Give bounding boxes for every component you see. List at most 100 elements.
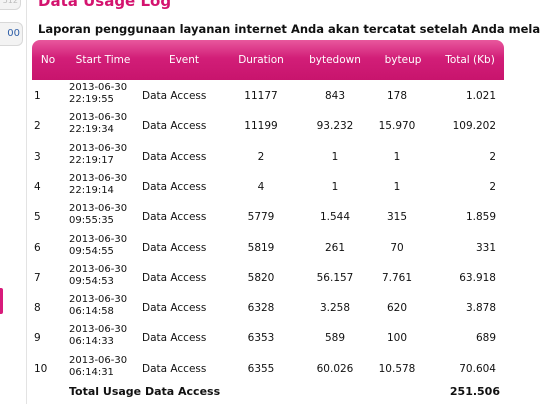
sidebar-divider bbox=[26, 0, 27, 404]
row-start-date: 2013-06-30 bbox=[69, 233, 128, 245]
row-bytedown: 60.026 bbox=[316, 362, 354, 375]
row-bytedown: 1 bbox=[331, 150, 339, 163]
row-start-clock: 06:14:33 bbox=[69, 336, 114, 348]
row-start-time: 2013-06-30 09:54:53 bbox=[69, 264, 127, 288]
column-header-byteup: byteup bbox=[384, 54, 422, 66]
table-row: 5 2013-06-30 09:55:35 Data Access 5779 1.544 3… bbox=[32, 202, 504, 232]
row-total: 1.021 bbox=[465, 90, 496, 102]
row-number: 9 bbox=[34, 332, 41, 345]
row-start-clock: 09:55:35 bbox=[69, 215, 114, 227]
row-start-time: 2013-06-30 22:19:55 bbox=[69, 82, 127, 106]
sidebar-fragment-mid[interactable]: 00 bbox=[0, 22, 23, 46]
row-start-clock: 09:54:55 bbox=[69, 245, 114, 257]
column-header-bytedown: bytedown bbox=[309, 54, 361, 66]
row-event: Data Access bbox=[142, 180, 207, 193]
row-number: 10 bbox=[34, 362, 48, 375]
row-duration: 6328 bbox=[247, 302, 275, 315]
sidebar-fragment-top-text: 512 bbox=[2, 0, 18, 5]
row-bytedown: 1.544 bbox=[319, 211, 351, 224]
row-bytedown: 261 bbox=[324, 241, 346, 254]
row-total: 689 bbox=[475, 332, 496, 345]
row-total: 70.604 bbox=[459, 362, 496, 375]
row-event: Data Access bbox=[142, 120, 207, 133]
table-row: 2 2013-06-30 22:19:34 Data Access 11199 93.23… bbox=[32, 111, 504, 141]
table-row: 4 2013-06-30 22:19:14 Data Access 4 1 1 2 bbox=[32, 172, 504, 202]
table-row: 6 2013-06-30 09:54:55 Data Access 5819 261 70 3… bbox=[32, 233, 504, 263]
row-start-date: 2013-06-30 bbox=[69, 142, 128, 154]
row-start-clock: 22:19:17 bbox=[69, 154, 114, 166]
row-bytedown: 1 bbox=[331, 180, 339, 193]
row-duration: 4 bbox=[257, 180, 265, 193]
row-start-time: 2013-06-30 22:19:17 bbox=[69, 143, 127, 167]
intro-text: Laporan penggunaan layanan internet Anda… bbox=[38, 22, 540, 36]
row-event: Data Access bbox=[142, 241, 207, 254]
row-event: Data Access bbox=[142, 302, 207, 315]
row-event: Data Access bbox=[142, 332, 207, 345]
row-total: 2 bbox=[489, 150, 496, 163]
row-duration: 5819 bbox=[247, 241, 275, 254]
row-duration: 6355 bbox=[247, 362, 275, 375]
row-byteup: 178 bbox=[386, 90, 408, 102]
page-title: Data Usage Log bbox=[38, 0, 172, 10]
table-row: 3 2013-06-30 22:19:17 Data Access 2 1 1 2 bbox=[32, 142, 504, 172]
row-start-date: 2013-06-30 bbox=[69, 112, 128, 124]
row-number: 2 bbox=[34, 120, 41, 133]
row-start-time: 2013-06-30 09:55:35 bbox=[69, 203, 127, 227]
row-start-clock: 22:19:14 bbox=[69, 184, 114, 196]
row-start-time: 2013-06-30 22:19:34 bbox=[69, 112, 127, 136]
row-duration: 6353 bbox=[247, 332, 275, 345]
row-start-clock: 22:19:55 bbox=[69, 94, 114, 105]
row-duration: 2 bbox=[257, 150, 265, 163]
row-start-date: 2013-06-30 bbox=[69, 82, 128, 93]
row-start-time: 2013-06-30 22:19:14 bbox=[69, 173, 127, 197]
sidebar-active-indicator bbox=[0, 288, 3, 314]
row-start-clock: 09:54:53 bbox=[69, 275, 114, 287]
row-event: Data Access bbox=[142, 150, 207, 163]
row-start-clock: 06:14:31 bbox=[69, 366, 114, 378]
row-byteup: 620 bbox=[386, 302, 408, 315]
row-start-time: 2013-06-30 06:14:33 bbox=[69, 324, 127, 348]
row-number: 6 bbox=[34, 241, 41, 254]
row-start-clock: 06:14:58 bbox=[69, 306, 114, 318]
row-bytedown: 93.232 bbox=[316, 120, 354, 133]
row-event: Data Access bbox=[142, 362, 207, 375]
row-byteup: 7.761 bbox=[381, 271, 413, 284]
sidebar-fragment-mid-text: 00 bbox=[7, 28, 20, 39]
row-total: 3.878 bbox=[465, 302, 496, 315]
row-event: Data Access bbox=[142, 90, 207, 102]
row-number: 1 bbox=[34, 90, 41, 102]
table-row: 8 2013-06-30 06:14:58 Data Access 6328 3.258 6… bbox=[32, 293, 504, 323]
row-bytedown: 3.258 bbox=[319, 302, 351, 315]
row-duration: 5820 bbox=[247, 271, 275, 284]
row-byteup: 100 bbox=[386, 332, 408, 345]
row-total: 1.859 bbox=[465, 211, 496, 224]
row-bytedown: 589 bbox=[324, 332, 346, 345]
row-duration: 11177 bbox=[244, 90, 278, 102]
row-start-date: 2013-06-30 bbox=[69, 294, 128, 306]
row-duration: 5779 bbox=[247, 211, 275, 224]
column-header-duration: Duration bbox=[238, 54, 284, 66]
row-number: 3 bbox=[34, 150, 41, 163]
row-number: 8 bbox=[34, 302, 41, 315]
row-total: 331 bbox=[475, 241, 496, 254]
row-number: 4 bbox=[34, 180, 41, 193]
summary-total-value: 251.506 bbox=[449, 385, 500, 398]
row-event: Data Access bbox=[142, 211, 207, 224]
sidebar-fragment-top[interactable]: 512 bbox=[0, 0, 21, 10]
row-number: 5 bbox=[34, 211, 41, 224]
row-start-time: 2013-06-30 09:54:55 bbox=[69, 234, 127, 258]
row-duration: 11199 bbox=[244, 120, 278, 133]
row-byteup: 1 bbox=[393, 150, 401, 163]
column-header-no: No bbox=[40, 54, 56, 66]
row-byteup: 315 bbox=[386, 211, 408, 224]
row-number: 7 bbox=[34, 271, 41, 284]
row-byteup: 70 bbox=[390, 241, 404, 254]
column-header-start-time: Start Time bbox=[75, 54, 131, 66]
column-header-event: Event bbox=[168, 54, 200, 66]
table-row: 10 2013-06-30 06:14:31 Data Access 6355 60.02… bbox=[32, 354, 504, 384]
row-total: 109.202 bbox=[452, 120, 496, 133]
row-bytedown: 56.157 bbox=[316, 271, 354, 284]
row-start-date: 2013-06-30 bbox=[69, 263, 128, 275]
row-byteup: 1 bbox=[393, 180, 401, 193]
